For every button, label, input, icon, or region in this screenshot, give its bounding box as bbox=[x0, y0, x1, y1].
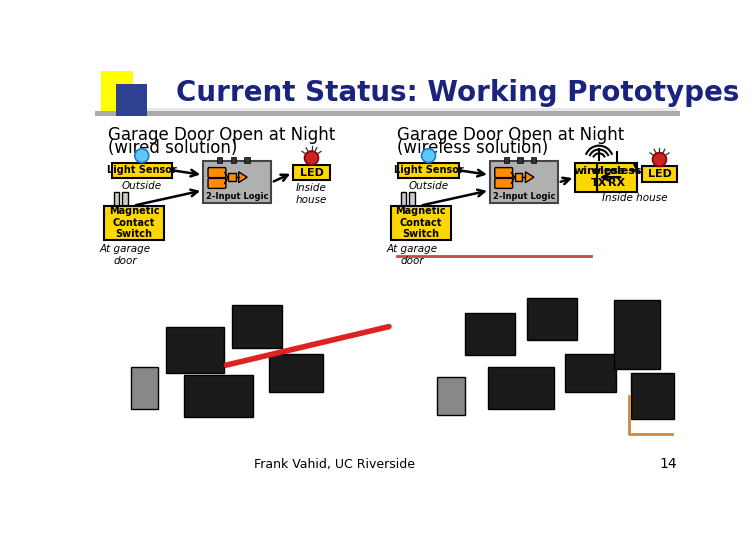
FancyBboxPatch shape bbox=[269, 354, 323, 392]
FancyBboxPatch shape bbox=[166, 327, 225, 373]
FancyBboxPatch shape bbox=[112, 163, 172, 178]
FancyBboxPatch shape bbox=[531, 157, 537, 163]
FancyBboxPatch shape bbox=[490, 161, 558, 204]
Text: wireless
TX: wireless TX bbox=[573, 166, 624, 188]
FancyBboxPatch shape bbox=[231, 157, 236, 163]
Text: Inside
house: Inside house bbox=[296, 184, 327, 205]
Text: Light Sensor: Light Sensor bbox=[394, 165, 463, 176]
FancyBboxPatch shape bbox=[132, 367, 159, 409]
Circle shape bbox=[422, 148, 435, 163]
Text: Inside house: Inside house bbox=[602, 193, 668, 204]
Text: Light Sensor: Light Sensor bbox=[107, 165, 177, 176]
FancyBboxPatch shape bbox=[614, 300, 660, 369]
FancyBboxPatch shape bbox=[565, 354, 615, 392]
FancyBboxPatch shape bbox=[217, 157, 222, 163]
Text: LED: LED bbox=[648, 169, 671, 179]
Polygon shape bbox=[239, 172, 247, 183]
Text: Magnetic
Contact
Switch: Magnetic Contact Switch bbox=[395, 206, 446, 239]
FancyBboxPatch shape bbox=[203, 161, 271, 204]
FancyBboxPatch shape bbox=[409, 192, 414, 213]
Text: wireless
RX: wireless RX bbox=[591, 166, 643, 188]
Text: Outside: Outside bbox=[122, 181, 162, 191]
Text: LED: LED bbox=[299, 167, 324, 178]
Text: Garage Door Open at Night: Garage Door Open at Night bbox=[397, 126, 624, 144]
FancyBboxPatch shape bbox=[643, 166, 677, 182]
FancyBboxPatch shape bbox=[398, 163, 459, 178]
FancyBboxPatch shape bbox=[114, 192, 119, 213]
FancyBboxPatch shape bbox=[494, 178, 513, 188]
FancyBboxPatch shape bbox=[488, 367, 553, 409]
FancyBboxPatch shape bbox=[494, 167, 513, 178]
Text: 14: 14 bbox=[659, 457, 677, 471]
FancyBboxPatch shape bbox=[575, 163, 623, 192]
FancyBboxPatch shape bbox=[244, 157, 249, 163]
FancyBboxPatch shape bbox=[631, 373, 674, 419]
FancyBboxPatch shape bbox=[401, 192, 406, 213]
FancyBboxPatch shape bbox=[145, 71, 677, 111]
FancyBboxPatch shape bbox=[94, 111, 680, 116]
Circle shape bbox=[305, 151, 318, 165]
Polygon shape bbox=[525, 172, 534, 183]
FancyBboxPatch shape bbox=[104, 206, 164, 240]
FancyBboxPatch shape bbox=[596, 163, 637, 192]
FancyBboxPatch shape bbox=[503, 157, 509, 163]
Text: Magnetic
Contact
Switch: Magnetic Contact Switch bbox=[109, 206, 160, 239]
Text: At garage
door: At garage door bbox=[386, 244, 438, 266]
FancyBboxPatch shape bbox=[438, 377, 465, 415]
FancyBboxPatch shape bbox=[391, 206, 451, 240]
FancyBboxPatch shape bbox=[101, 71, 133, 111]
Circle shape bbox=[652, 153, 667, 166]
FancyBboxPatch shape bbox=[228, 173, 236, 181]
Text: At garage
door: At garage door bbox=[100, 244, 151, 266]
Text: (wired solution): (wired solution) bbox=[108, 139, 238, 158]
Text: 2-Input Logic: 2-Input Logic bbox=[493, 192, 555, 201]
FancyBboxPatch shape bbox=[184, 375, 253, 417]
FancyBboxPatch shape bbox=[116, 84, 147, 117]
Text: 2-Input Logic: 2-Input Logic bbox=[206, 192, 268, 201]
FancyBboxPatch shape bbox=[208, 178, 226, 188]
Text: Garage Door Open at Night: Garage Door Open at Night bbox=[108, 126, 336, 144]
FancyBboxPatch shape bbox=[515, 173, 522, 181]
FancyBboxPatch shape bbox=[465, 313, 515, 355]
FancyBboxPatch shape bbox=[122, 192, 128, 213]
Text: Current Status: Working Prototypes: Current Status: Working Prototypes bbox=[176, 79, 739, 107]
FancyBboxPatch shape bbox=[293, 165, 330, 180]
FancyBboxPatch shape bbox=[145, 71, 677, 108]
FancyBboxPatch shape bbox=[208, 167, 226, 178]
Circle shape bbox=[135, 148, 149, 163]
FancyBboxPatch shape bbox=[527, 298, 577, 340]
Text: Outside: Outside bbox=[408, 181, 448, 191]
FancyBboxPatch shape bbox=[517, 157, 522, 163]
Text: (wireless solution): (wireless solution) bbox=[397, 139, 548, 158]
Text: Frank Vahid, UC Riverside: Frank Vahid, UC Riverside bbox=[254, 458, 415, 471]
FancyBboxPatch shape bbox=[232, 306, 283, 348]
